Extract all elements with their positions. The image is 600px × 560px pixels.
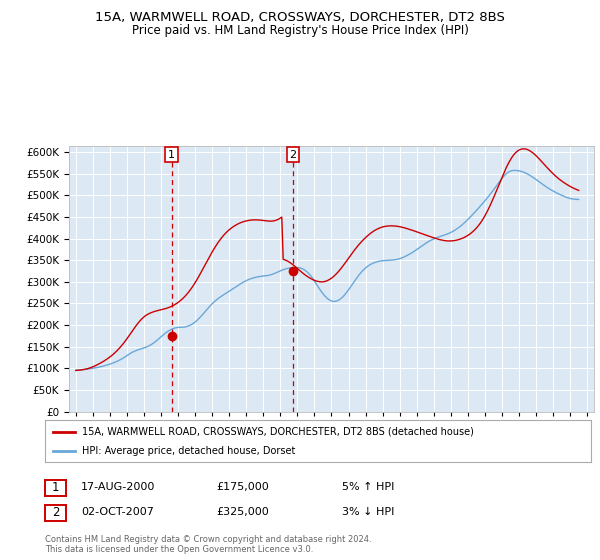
Text: Price paid vs. HM Land Registry's House Price Index (HPI): Price paid vs. HM Land Registry's House …	[131, 24, 469, 36]
Text: 17-AUG-2000: 17-AUG-2000	[81, 482, 155, 492]
Text: Contains HM Land Registry data © Crown copyright and database right 2024.
This d: Contains HM Land Registry data © Crown c…	[45, 535, 371, 554]
Text: 2: 2	[290, 150, 297, 160]
Text: 02-OCT-2007: 02-OCT-2007	[81, 507, 154, 517]
Text: 2: 2	[52, 506, 59, 520]
Text: 3% ↓ HPI: 3% ↓ HPI	[342, 507, 394, 517]
Text: 15A, WARMWELL ROAD, CROSSWAYS, DORCHESTER, DT2 8BS: 15A, WARMWELL ROAD, CROSSWAYS, DORCHESTE…	[95, 11, 505, 24]
Text: 1: 1	[52, 481, 59, 494]
Text: HPI: Average price, detached house, Dorset: HPI: Average price, detached house, Dors…	[82, 446, 296, 456]
Text: £325,000: £325,000	[216, 507, 269, 517]
Text: £175,000: £175,000	[216, 482, 269, 492]
Text: 15A, WARMWELL ROAD, CROSSWAYS, DORCHESTER, DT2 8BS (detached house): 15A, WARMWELL ROAD, CROSSWAYS, DORCHESTE…	[82, 427, 474, 437]
Text: 5% ↑ HPI: 5% ↑ HPI	[342, 482, 394, 492]
Text: 1: 1	[168, 150, 175, 160]
